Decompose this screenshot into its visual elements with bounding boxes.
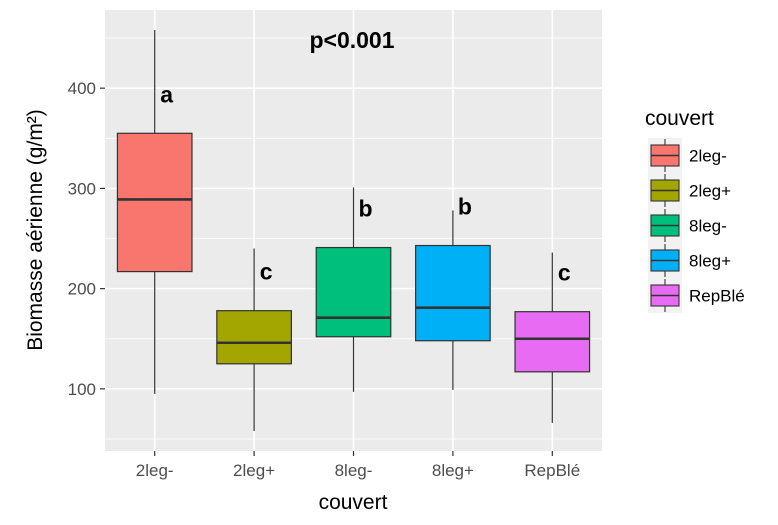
legend-label: RepBlé [689, 287, 745, 306]
legend: couvert 2leg- 2leg+ 8leg- 8leg+ RepBlé [645, 107, 745, 313]
y-tick-label: 400 [68, 79, 96, 98]
legend-item: 8leg+ [648, 243, 731, 278]
legend-item: RepBlé [648, 278, 745, 313]
boxes [116, 30, 591, 431]
box-3 [315, 187, 392, 392]
box-body [216, 310, 292, 365]
box-2 [216, 248, 292, 431]
x-tick-label: 8leg- [335, 461, 373, 480]
legend-label: 2leg+ [689, 182, 731, 201]
box-body [514, 311, 591, 373]
x-axis: 2leg- 2leg+ 8leg- 8leg+ RepBlé [136, 451, 580, 480]
significance-letter: a [160, 81, 173, 107]
box-body [116, 132, 193, 273]
box-body [415, 244, 491, 342]
legend-label: 8leg+ [689, 252, 731, 271]
x-axis-title: couvert [319, 491, 388, 514]
y-tick-label: 300 [68, 179, 96, 198]
legend-item: 2leg- [648, 138, 727, 173]
significance-letter: c [558, 260, 571, 286]
p-value-annotation: p<0.001 [309, 27, 394, 53]
y-tick-label: 200 [68, 280, 96, 299]
x-tick-label: 2leg+ [233, 461, 275, 480]
legend-item: 8leg- [648, 208, 727, 243]
legend-label: 8leg- [689, 217, 727, 236]
x-tick-label: 2leg- [136, 461, 174, 480]
box-4 [415, 210, 491, 390]
legend-label: 2leg- [689, 147, 727, 166]
y-tick-label: 100 [68, 380, 96, 399]
box-5 [514, 252, 591, 423]
significance-letter: b [358, 196, 372, 222]
legend-title: couvert [645, 107, 714, 130]
y-axis: 100 200 300 400 [68, 79, 105, 399]
x-tick-label: RepBlé [524, 461, 580, 480]
significance-letter: b [458, 194, 472, 220]
box-body [315, 246, 392, 338]
significance-letter: c [260, 259, 273, 285]
legend-item: 2leg+ [648, 173, 731, 208]
significance-letters: a c b b c [160, 81, 571, 285]
box-1 [116, 30, 193, 394]
x-tick-label: 8leg+ [432, 461, 474, 480]
y-axis-title: Biomasse aérienne (g/m²) [24, 109, 47, 351]
